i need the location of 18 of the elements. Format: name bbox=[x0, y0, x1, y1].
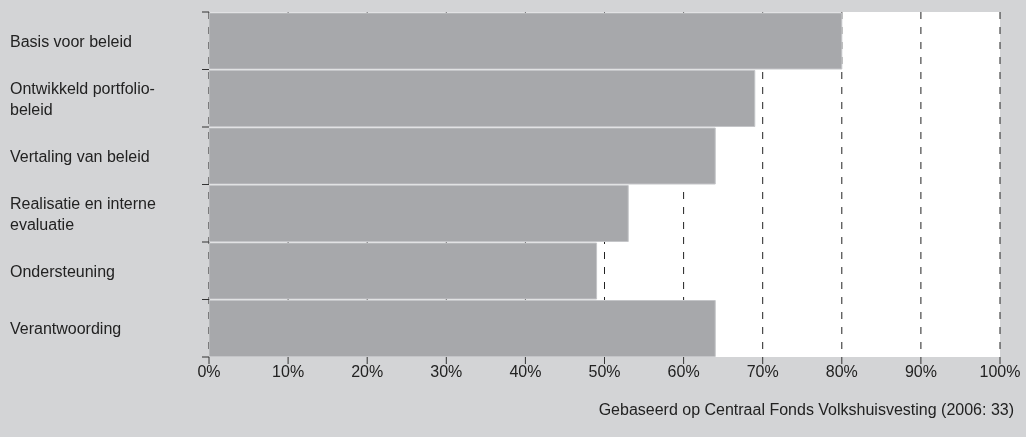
x-tick-label: 90% bbox=[904, 363, 937, 381]
x-tick-label: 30% bbox=[430, 363, 463, 381]
x-tick-label: 0% bbox=[197, 363, 221, 381]
y-tick-label: Ondersteuning bbox=[10, 262, 115, 280]
x-tick-label: 10% bbox=[272, 363, 305, 381]
x-tick-label: 50% bbox=[588, 363, 621, 381]
y-tick-label: Basis voor beleid bbox=[10, 32, 132, 50]
y-tick-label: Verantwoording bbox=[10, 319, 122, 337]
x-tick-label: 100% bbox=[979, 363, 1021, 381]
y-tick-label: Ontwikkeld portfolio-beleid bbox=[10, 79, 155, 118]
x-tick-label: 20% bbox=[351, 363, 384, 381]
x-tick-label: 60% bbox=[667, 363, 700, 381]
text: Gebaseerd op Centraal Fonds Volkshuisvesting (2006: 33) bbox=[598, 401, 1014, 419]
y-tick-label: Vertaling van beleid bbox=[10, 147, 150, 165]
x-tick-label: 80% bbox=[825, 363, 858, 381]
y-tick-label: Realisatie en interne evaluatie bbox=[10, 194, 156, 233]
x-tick-label: 70% bbox=[746, 363, 779, 381]
x-tick-label: 40% bbox=[509, 363, 542, 381]
